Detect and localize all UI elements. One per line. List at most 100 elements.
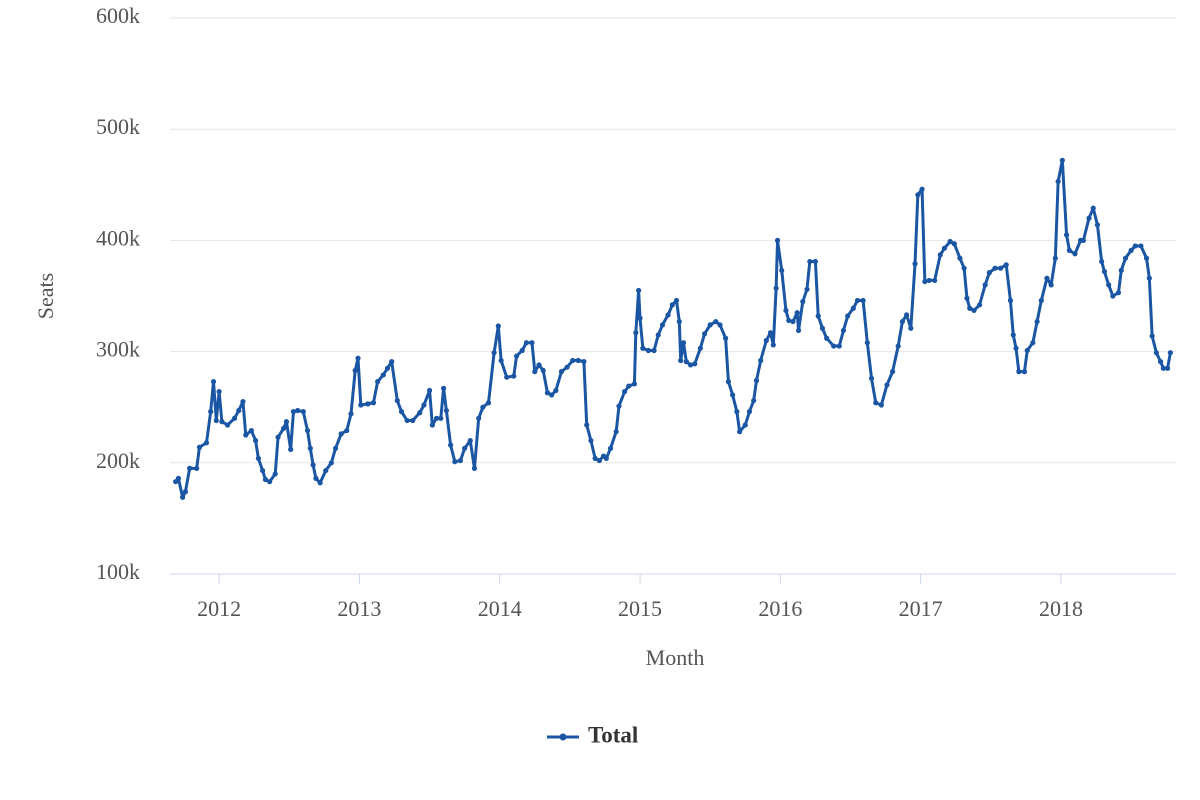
data-point [637, 315, 643, 321]
data-point [275, 434, 281, 440]
data-point [1072, 251, 1078, 257]
data-point [915, 192, 921, 198]
data-point [575, 357, 581, 364]
data-point [723, 335, 729, 341]
data-point [1086, 215, 1092, 221]
data-point [1143, 255, 1150, 261]
data-point [1101, 268, 1108, 275]
data-point [790, 318, 796, 325]
data-point [224, 422, 231, 428]
data-point [868, 375, 875, 381]
data-point [922, 278, 928, 285]
data-point [208, 409, 214, 415]
data-point [707, 322, 713, 328]
data-point [1160, 365, 1166, 371]
data-point [631, 381, 638, 387]
data-point [384, 365, 391, 371]
data-point [645, 347, 652, 354]
data-point [626, 383, 632, 389]
data-point [1048, 282, 1054, 288]
data-point [352, 367, 358, 374]
data-point [854, 297, 861, 304]
data-point [621, 389, 628, 395]
data-point [471, 465, 478, 471]
data-point [807, 258, 813, 265]
data-point [1106, 282, 1112, 288]
data-point [804, 286, 810, 292]
data-point [713, 318, 719, 325]
x-tick-label: 2015 [618, 596, 662, 621]
data-point [603, 455, 609, 461]
data-point [272, 471, 278, 477]
data-point [355, 355, 361, 361]
data-point [676, 318, 682, 325]
data-point [480, 404, 486, 410]
data-point [701, 331, 708, 337]
data-point [669, 302, 675, 308]
data-point [665, 312, 671, 318]
data-point [1016, 369, 1022, 375]
y-tick-label: 300k [96, 337, 140, 362]
data-point [680, 340, 687, 346]
x-tick-label: 2017 [899, 596, 943, 621]
data-point [513, 353, 520, 359]
data-point [448, 442, 454, 448]
data-point [1122, 255, 1129, 261]
data-point [737, 429, 743, 435]
data-point [219, 419, 225, 425]
y-axis-title: Seats [33, 273, 58, 319]
data-point [1115, 290, 1122, 296]
data-point [429, 422, 435, 428]
data-point [673, 297, 680, 304]
y-tick-label: 200k [96, 448, 140, 473]
data-point [1066, 247, 1072, 254]
data-point [613, 429, 619, 435]
legend-label[interactable]: Total [588, 722, 638, 747]
data-point [633, 330, 639, 336]
data-point [937, 252, 943, 258]
data-point [899, 318, 906, 325]
data-point [370, 400, 377, 406]
data-point [961, 265, 967, 271]
data-point [375, 379, 381, 385]
data-point [836, 343, 842, 349]
data-point [717, 322, 723, 328]
data-point [824, 335, 830, 341]
x-tick-label: 2018 [1039, 596, 1083, 621]
data-point [845, 313, 851, 319]
data-point [592, 455, 598, 461]
data-point [544, 390, 551, 396]
data-point [884, 382, 890, 388]
data-point [840, 327, 847, 334]
data-point [758, 357, 764, 364]
data-point [683, 359, 689, 365]
data-point [919, 186, 925, 192]
data-point [536, 362, 542, 368]
data-point [1034, 318, 1040, 325]
data-point [462, 445, 468, 451]
data-point [523, 340, 529, 346]
data-point [426, 387, 433, 394]
data-point [1146, 275, 1152, 281]
data-point [1149, 333, 1155, 339]
data-point [904, 312, 910, 318]
data-point [323, 467, 329, 474]
legend-item[interactable]: Total [547, 722, 638, 747]
data-point [452, 459, 458, 465]
data-point [440, 385, 447, 391]
data-point [295, 407, 301, 414]
data-point [421, 402, 427, 408]
data-point [260, 467, 266, 474]
y-tick-label: 500k [96, 114, 140, 139]
data-point [767, 330, 774, 336]
data-point [783, 307, 789, 314]
data-point [252, 437, 259, 444]
data-point [182, 489, 189, 495]
data-point [504, 374, 510, 380]
data-point [831, 343, 837, 349]
data-point [180, 494, 186, 500]
data-point [380, 372, 386, 378]
data-point [971, 307, 977, 314]
data-point [529, 340, 535, 346]
data-point [957, 255, 963, 261]
